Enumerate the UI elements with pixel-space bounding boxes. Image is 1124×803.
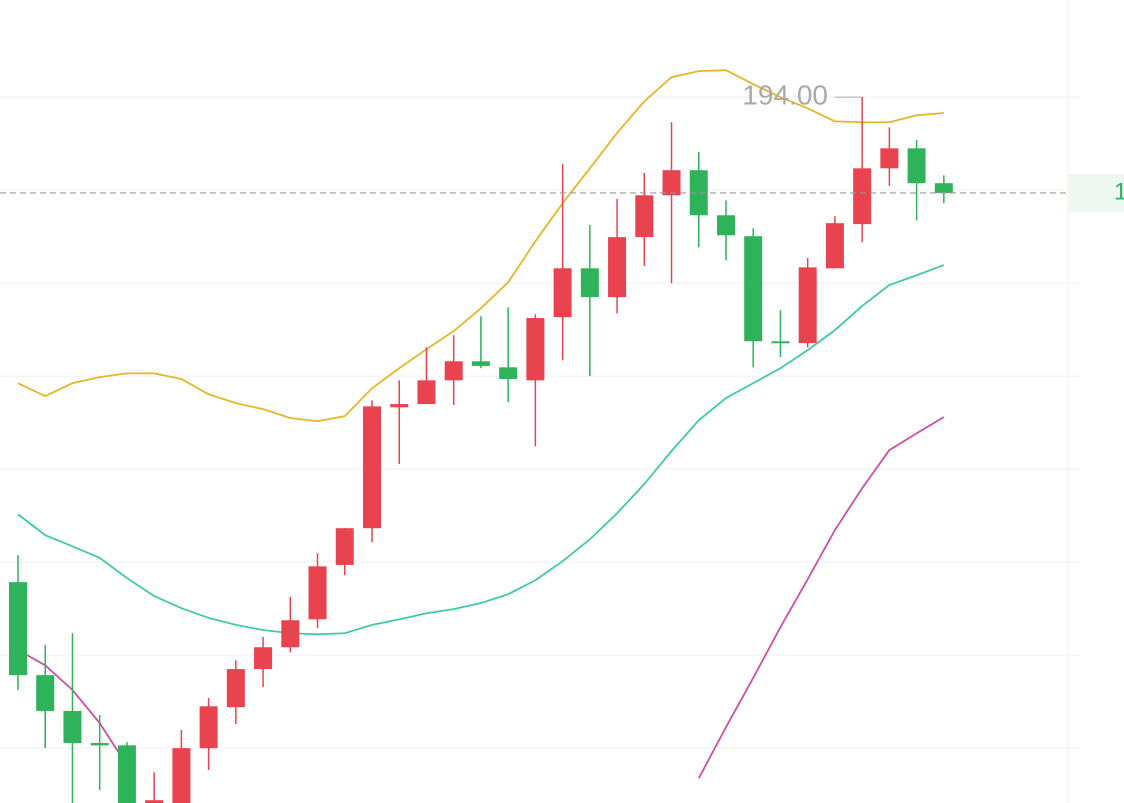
- last-price-label: 1: [1114, 178, 1124, 205]
- indicator-line: [697, 416, 945, 779]
- candle-body: [526, 318, 545, 381]
- annotation-label: 194.00: [742, 80, 828, 111]
- indicator-line: [17, 69, 944, 423]
- price-panel: [1068, 0, 1124, 803]
- candle-body: [934, 183, 953, 193]
- candle-body: [117, 745, 136, 803]
- candle-body: [417, 380, 436, 405]
- candle-body: [689, 170, 708, 216]
- candle-body: [335, 528, 354, 565]
- candle-body: [36, 675, 55, 711]
- candle-body: [145, 800, 164, 803]
- last-price-tag: [1068, 173, 1124, 212]
- candle-body: [635, 195, 654, 238]
- candle-body: [608, 237, 627, 298]
- indicator-line: [17, 264, 945, 636]
- candle-body: [63, 710, 82, 744]
- candle-body: [172, 748, 191, 803]
- candle-body: [199, 706, 218, 749]
- candle-body: [390, 404, 409, 408]
- candle-body: [90, 743, 109, 746]
- candle-body: [9, 582, 27, 676]
- candle-body: [308, 566, 327, 620]
- candle-body: [771, 341, 790, 344]
- candle-body: [907, 148, 926, 184]
- candle-body: [880, 148, 899, 169]
- candle-body: [853, 168, 872, 225]
- candle-body: [716, 215, 735, 236]
- candle-body: [662, 170, 681, 196]
- candle-body: [499, 367, 518, 379]
- candle-body: [281, 620, 300, 648]
- candle-body: [825, 223, 844, 269]
- candle-body: [744, 236, 763, 342]
- candle-body: [580, 268, 599, 298]
- candle-body: [553, 268, 572, 318]
- candle-body: [226, 669, 245, 708]
- candle-body: [798, 267, 817, 344]
- candle-body: [254, 647, 273, 670]
- candle-body: [471, 361, 490, 366]
- candle-body: [444, 361, 463, 381]
- candle-body: [362, 406, 381, 529]
